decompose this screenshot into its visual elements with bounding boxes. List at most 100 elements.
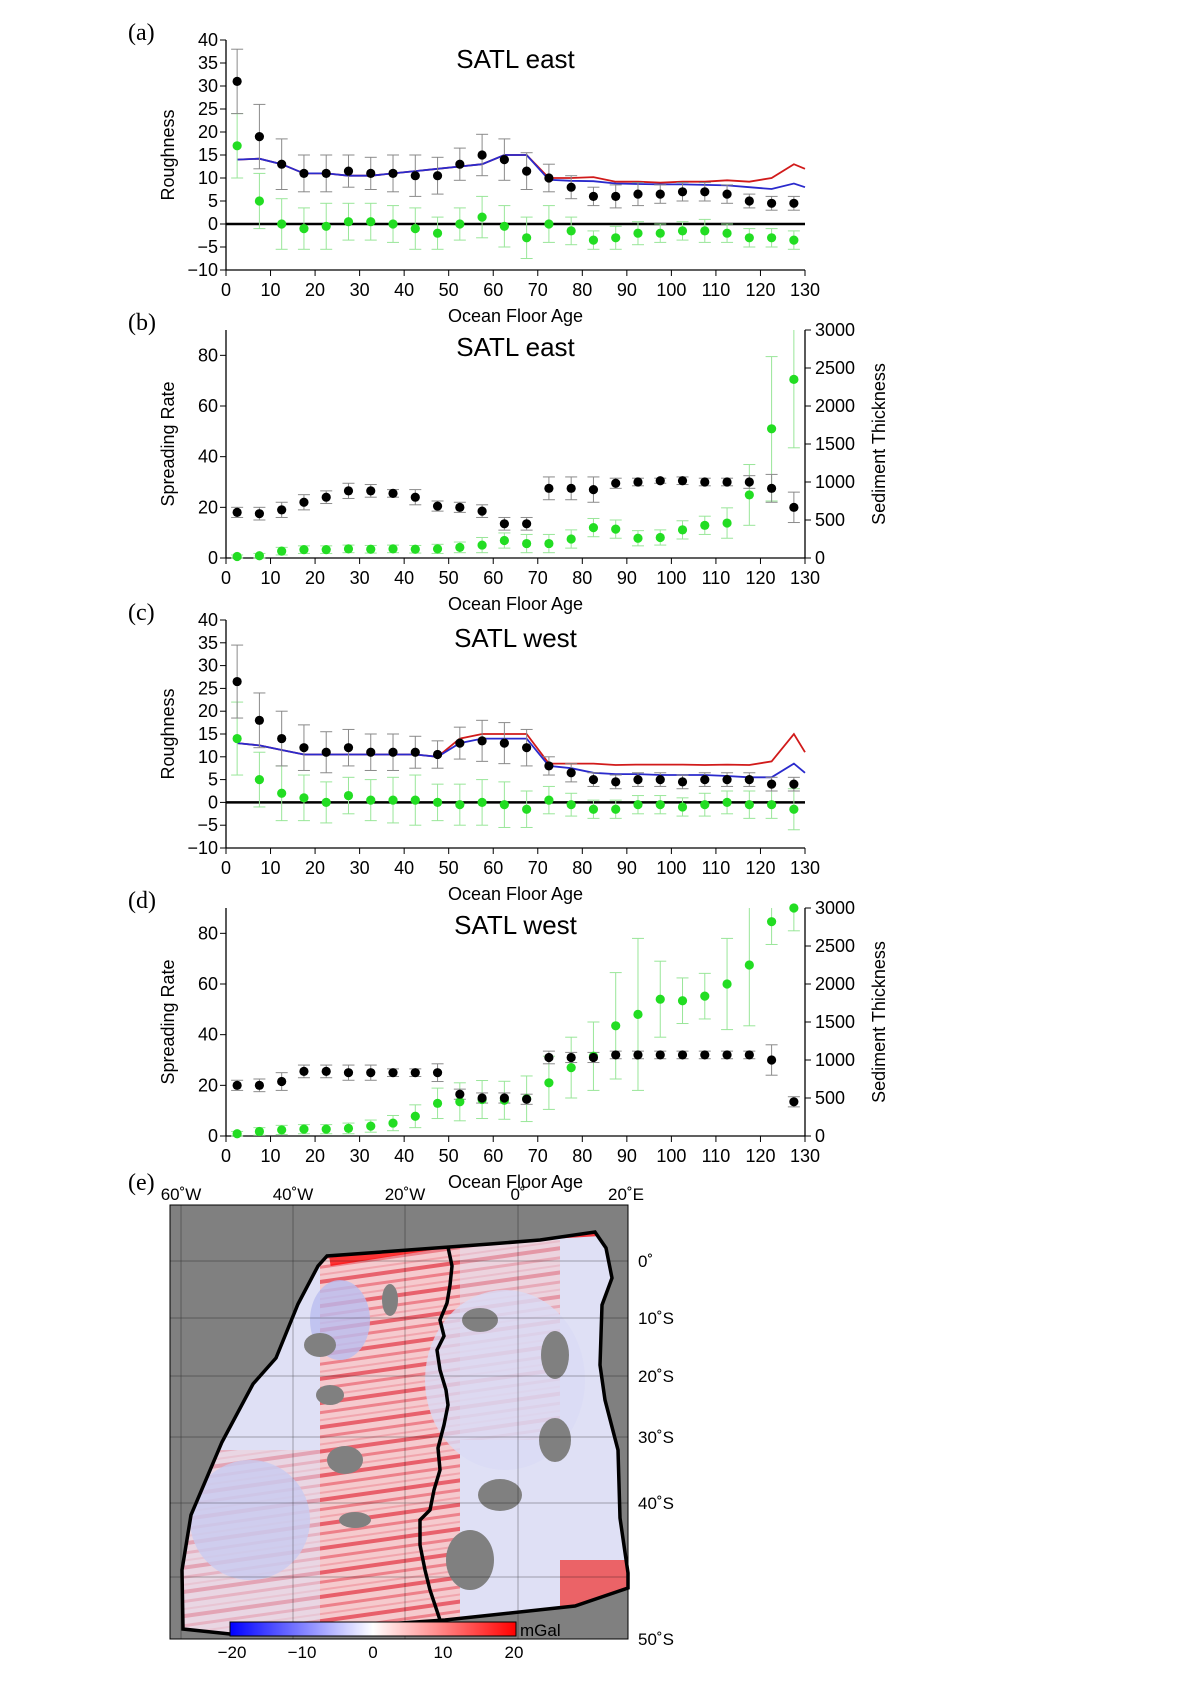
- x-axis-label: Ocean Floor Age: [448, 306, 583, 326]
- data-point-black: [299, 497, 309, 507]
- data-point-green: [633, 228, 643, 238]
- data-point-black: [655, 189, 665, 199]
- data-point-black: [254, 132, 265, 142]
- data-point-green: [321, 545, 331, 555]
- data-point-black: [744, 477, 754, 487]
- data-point-green: [789, 235, 799, 245]
- data-point-green: [432, 228, 443, 238]
- y2-tick-label: 1000: [815, 472, 855, 492]
- data-point-black: [722, 477, 732, 487]
- x-tick-label: 100: [656, 858, 686, 878]
- data-point-black: [254, 715, 265, 725]
- data-point-green: [232, 551, 242, 562]
- y2-tick-label: 2500: [815, 936, 855, 956]
- data-point-black: [299, 1066, 309, 1076]
- y2-tick-label: 3000: [815, 898, 855, 918]
- chart-panel-d: (d) SATL west 0 10 20 30 40 50 60 70 80 90 100 110 120…: [128, 888, 889, 1192]
- data-point-black: [410, 1068, 420, 1078]
- x-tick-label: 70: [528, 1146, 548, 1166]
- data-point-black: [789, 1097, 799, 1107]
- data-point-black: [633, 477, 643, 487]
- data-point-black: [789, 198, 799, 208]
- data-point-green: [410, 544, 420, 554]
- y2-axis-label: Sediment Thickness: [869, 941, 889, 1103]
- y-tick-label: −10: [187, 260, 218, 280]
- data-point-green: [343, 1123, 354, 1133]
- data-point-green: [677, 802, 688, 812]
- data-point-green: [722, 518, 732, 528]
- data-point-green: [343, 790, 354, 801]
- y2-tick-label: 2000: [815, 974, 855, 994]
- y-tick-label: 35: [198, 53, 218, 73]
- data-point-black: [477, 1093, 487, 1103]
- x-tick-label: 30: [350, 280, 370, 300]
- panel-label: (a): [128, 20, 155, 46]
- data-point-green: [432, 797, 443, 808]
- lon-label-20w: 20˚W: [385, 1185, 426, 1204]
- x-tick-label: 60: [483, 858, 503, 878]
- data-point-black: [522, 743, 532, 753]
- data-point-green: [722, 228, 732, 238]
- x-tick-label: 70: [528, 568, 548, 588]
- data-point-green: [611, 804, 621, 814]
- data-point-black: [677, 187, 688, 197]
- data-point-green: [544, 795, 554, 805]
- x-tick-label: 60: [483, 280, 503, 300]
- data-point-green: [499, 800, 509, 810]
- data-point-green: [766, 424, 777, 434]
- y-tick-label: 20: [198, 701, 218, 721]
- x-tick-label: 50: [439, 568, 459, 588]
- data-point-green: [254, 775, 265, 785]
- x-tick-label: 100: [656, 568, 686, 588]
- lon-label-40w: 40˚W: [273, 1185, 314, 1204]
- x-tick-label: 40: [394, 280, 414, 300]
- data-point-green: [499, 535, 509, 546]
- data-point-black: [566, 768, 576, 778]
- x-tick-label: 20: [305, 568, 325, 588]
- y2-tick-label: 1500: [815, 1012, 855, 1032]
- x-tick-label: 50: [439, 858, 459, 878]
- data-point-black: [299, 168, 309, 178]
- colorbar-tick: −20: [218, 1643, 247, 1662]
- ridge-axis-boundary: [418, 1246, 454, 1621]
- data-point-black: [232, 676, 242, 687]
- data-point-green: [522, 538, 532, 549]
- data-point-green: [343, 544, 354, 554]
- y-tick-label: 20: [198, 122, 218, 142]
- data-point-black: [655, 775, 665, 785]
- colorbar-tick: 20: [505, 1643, 524, 1662]
- x-tick-label: 90: [617, 858, 637, 878]
- y-tick-label: 15: [198, 724, 218, 744]
- data-point-green: [744, 800, 754, 810]
- data-point-black: [432, 749, 443, 760]
- chart-title: SATL east: [456, 332, 575, 362]
- data-point-black: [299, 743, 309, 753]
- y-tick-label: 40: [198, 610, 218, 630]
- data-point-green: [299, 793, 309, 803]
- data-point-black: [432, 501, 443, 511]
- y-axis-label: Roughness: [158, 688, 178, 779]
- data-point-black: [588, 191, 599, 201]
- data-point-black: [388, 747, 398, 757]
- region-boundary-outline: [180, 1230, 630, 1636]
- chart-title: SATL east: [456, 44, 575, 74]
- data-point-black: [232, 76, 242, 86]
- data-point-black: [744, 196, 754, 206]
- data-point-green: [544, 538, 554, 549]
- y-tick-label: 0: [208, 792, 218, 812]
- x-tick-label: 80: [572, 280, 592, 300]
- x-tick-label: 90: [617, 280, 637, 300]
- data-point-black: [677, 1050, 688, 1060]
- lat-label-10s: 10˚S: [638, 1309, 674, 1328]
- x-tick-label: 60: [483, 1146, 503, 1166]
- data-point-green: [455, 219, 465, 229]
- y-tick-label: −5: [197, 815, 218, 835]
- y2-tick-label: 500: [815, 510, 845, 530]
- data-point-green: [366, 795, 376, 805]
- data-point-green: [321, 221, 331, 231]
- x-tick-label: 80: [572, 568, 592, 588]
- data-point-green: [477, 540, 487, 550]
- data-point-green: [655, 800, 665, 810]
